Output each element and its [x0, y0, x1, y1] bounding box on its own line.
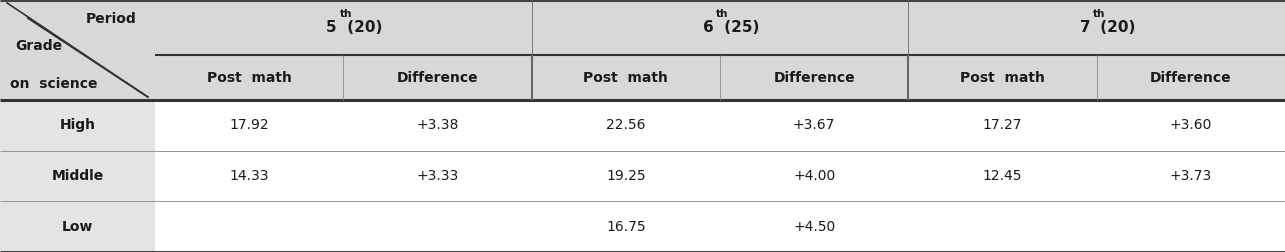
Text: +3.60: +3.60 — [1169, 118, 1212, 132]
Text: 7: 7 — [1079, 20, 1090, 35]
Text: th: th — [339, 9, 352, 19]
Text: th: th — [716, 9, 729, 19]
Text: +3.38: +3.38 — [416, 118, 459, 132]
Text: Difference: Difference — [1150, 71, 1231, 84]
Bar — [155, 100, 1285, 252]
Text: Low: Low — [62, 220, 94, 234]
Text: Post  math: Post math — [207, 71, 292, 84]
Text: on  science: on science — [10, 77, 98, 91]
Text: 17.27: 17.27 — [983, 118, 1023, 132]
Text: Grade: Grade — [15, 39, 63, 53]
Text: +4.50: +4.50 — [793, 220, 835, 234]
Text: +3.73: +3.73 — [1169, 169, 1212, 183]
Text: 16.75: 16.75 — [607, 220, 645, 234]
Text: th: th — [1092, 9, 1105, 19]
Text: 12.45: 12.45 — [983, 169, 1023, 183]
Text: +3.67: +3.67 — [793, 118, 835, 132]
Text: Difference: Difference — [774, 71, 855, 84]
Text: Middle: Middle — [51, 169, 104, 183]
Text: Post  math: Post math — [960, 71, 1045, 84]
Bar — [0, 0, 1285, 100]
Text: Difference: Difference — [397, 71, 478, 84]
Bar — [0, 100, 155, 252]
Text: 14.33: 14.33 — [230, 169, 269, 183]
Text: Period: Period — [86, 12, 137, 26]
Text: High: High — [59, 118, 95, 132]
Text: (20): (20) — [1095, 20, 1136, 35]
Text: (25): (25) — [718, 20, 759, 35]
Text: 6: 6 — [703, 20, 713, 35]
Text: (20): (20) — [342, 20, 383, 35]
Text: 22.56: 22.56 — [607, 118, 645, 132]
Text: 17.92: 17.92 — [229, 118, 269, 132]
Text: +3.33: +3.33 — [416, 169, 459, 183]
Text: Post  math: Post math — [583, 71, 668, 84]
Text: 5: 5 — [326, 20, 337, 35]
Text: +4.00: +4.00 — [793, 169, 835, 183]
Text: 19.25: 19.25 — [607, 169, 645, 183]
